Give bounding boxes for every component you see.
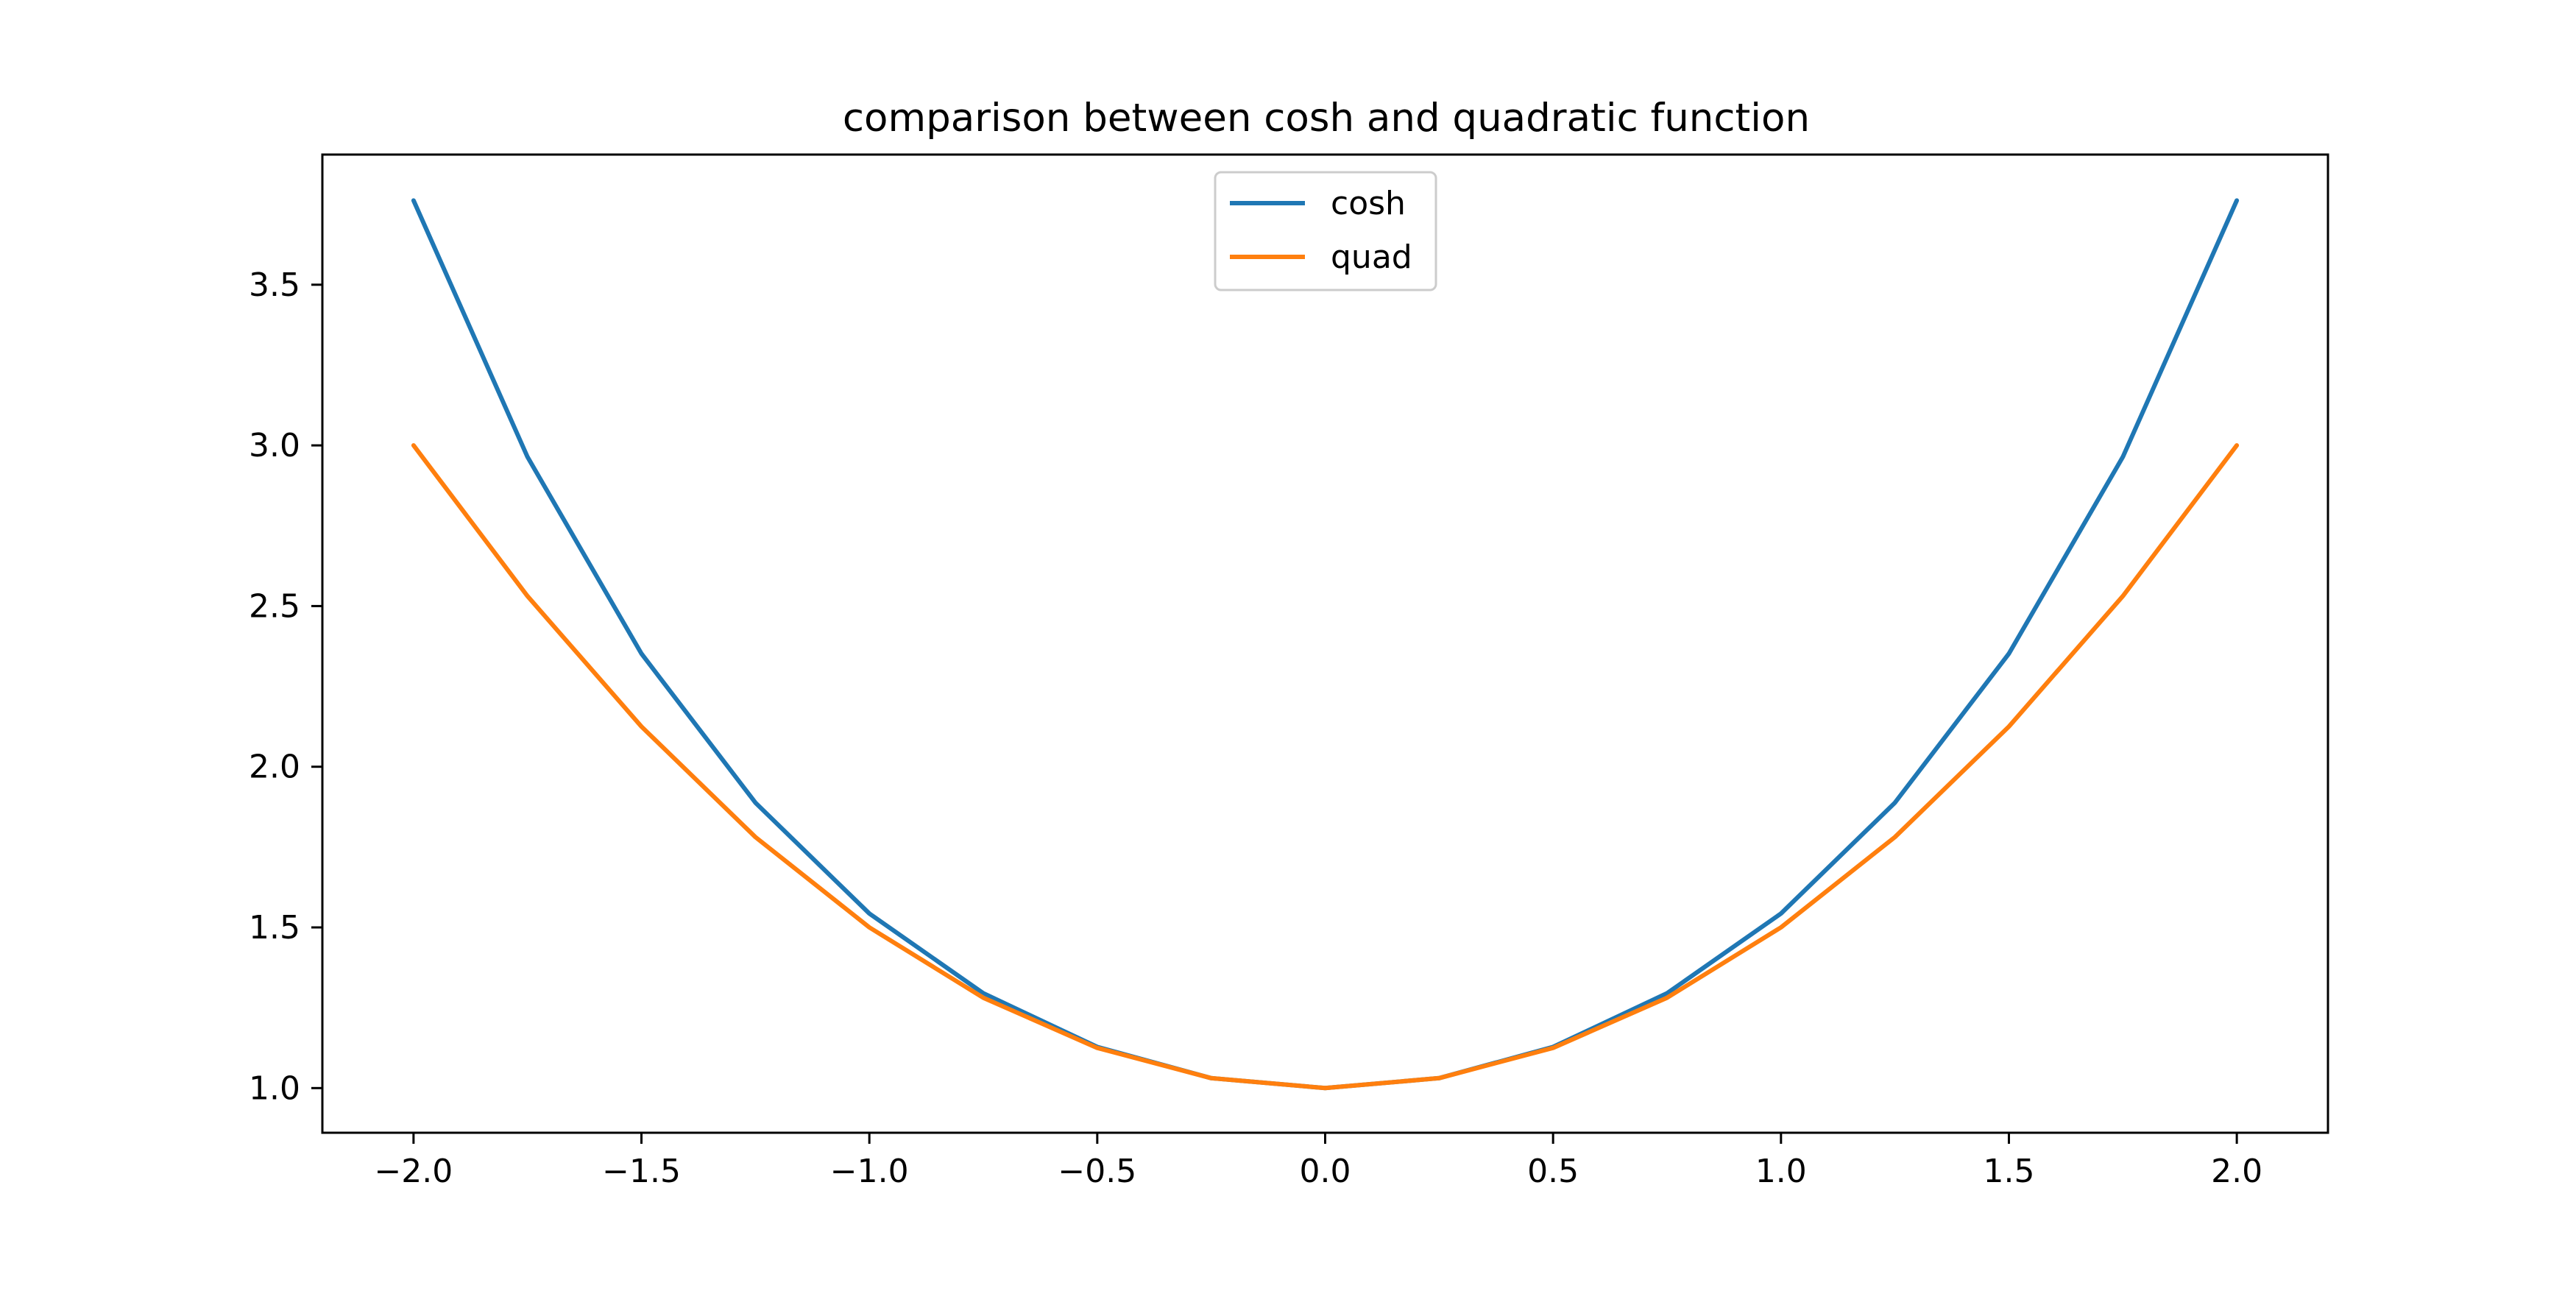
- x-tick-label: 1.5: [1983, 1153, 2034, 1190]
- x-tick-label: −2.0: [374, 1153, 453, 1190]
- legend: cosh quad: [1214, 171, 1437, 291]
- y-tick-label: 2.0: [249, 749, 300, 786]
- x-tick-label: 0.0: [1300, 1153, 1351, 1190]
- x-tick-label: 0.5: [1527, 1153, 1579, 1190]
- x-tick-label: −0.5: [1058, 1153, 1136, 1190]
- y-tick-label: 3.5: [249, 266, 300, 304]
- y-tick-label: 2.5: [249, 587, 300, 625]
- x-axis: −2.0 −1.5 −1.0 −0.5 0.0 0.5 1.0 1.5 2.0: [374, 1133, 2262, 1190]
- x-tick-label: −1.0: [830, 1153, 909, 1190]
- series-line-quad: [411, 443, 2240, 1091]
- series-layer: [411, 198, 2240, 1091]
- legend-label-cosh: cosh: [1331, 185, 1406, 222]
- y-tick-label: 1.0: [249, 1069, 300, 1107]
- legend-label-quad: quad: [1331, 238, 1412, 276]
- chart-title: comparison between cosh and quadratic fu…: [843, 96, 1810, 141]
- y-tick-label: 3.0: [249, 427, 300, 464]
- y-axis: 1.0 1.5 2.0 2.5 3.0 3.5: [249, 266, 322, 1107]
- x-tick-label: −1.5: [602, 1153, 681, 1190]
- x-tick-label: 2.0: [2211, 1153, 2262, 1190]
- y-tick-label: 1.5: [249, 909, 300, 947]
- x-tick-label: 1.0: [1755, 1153, 1807, 1190]
